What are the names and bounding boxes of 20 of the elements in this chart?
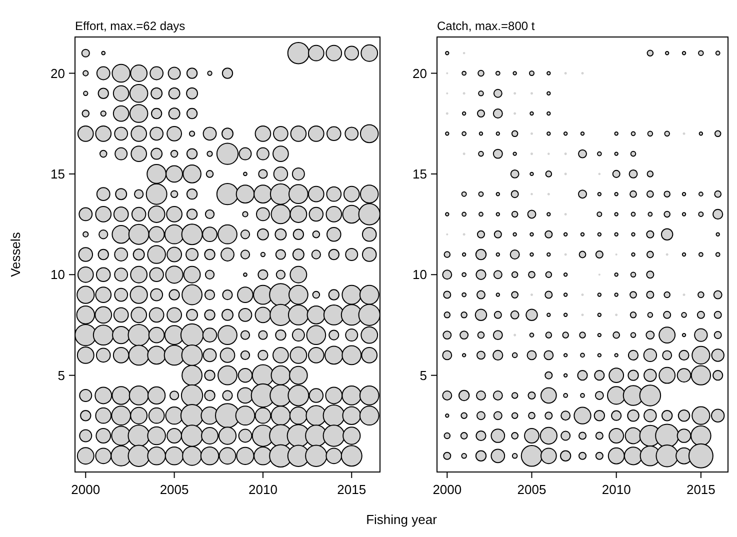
y-tick-label: 15 bbox=[50, 166, 65, 182]
x-axis-title: Fishing year bbox=[366, 512, 438, 527]
x-tick-label: 2000 bbox=[71, 482, 100, 497]
y-tick-label: 10 bbox=[412, 267, 427, 282]
y-tick-label: 20 bbox=[412, 66, 427, 81]
y-tick-label: 20 bbox=[50, 66, 65, 81]
chart-title: Catch, max.=800 t bbox=[437, 19, 536, 33]
x-tick-label: 2010 bbox=[248, 482, 278, 497]
x-tick-label: 2005 bbox=[517, 482, 546, 497]
y-tick-label: 10 bbox=[50, 267, 65, 282]
chart-title: Effort, max.=62 days bbox=[75, 19, 186, 33]
y-tick-label: 15 bbox=[412, 166, 427, 182]
x-tick-label: 2005 bbox=[160, 482, 189, 497]
x-tick-label: 2010 bbox=[602, 482, 631, 497]
x-tick-label: 2015 bbox=[337, 482, 366, 497]
y-tick-label: 5 bbox=[420, 368, 427, 383]
x-tick-label: 2000 bbox=[432, 482, 462, 497]
y-axis-title: Vessels bbox=[8, 232, 23, 277]
x-tick-label: 2015 bbox=[686, 482, 716, 497]
y-tick-label: 5 bbox=[58, 368, 65, 383]
